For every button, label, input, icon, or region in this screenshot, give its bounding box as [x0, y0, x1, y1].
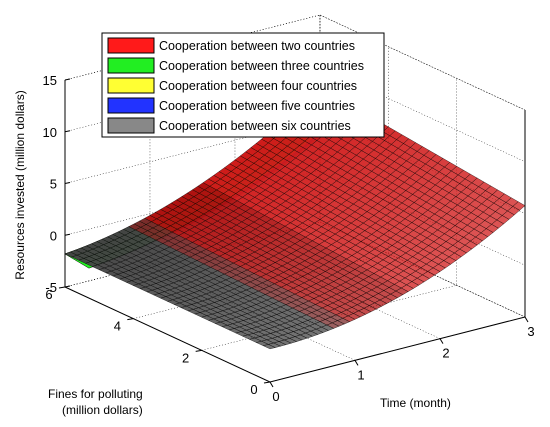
legend-swatch — [107, 37, 155, 54]
legend-swatch — [107, 97, 155, 114]
y-tick-label: 4 — [114, 319, 121, 334]
z-tick — [64, 130, 71, 133]
z-tick-label: -5 — [45, 280, 57, 295]
y-tick-label: 0 — [250, 382, 257, 397]
y-tick — [127, 318, 134, 321]
surface-cell — [512, 201, 526, 211]
z-tick — [64, 233, 71, 236]
x-tick — [354, 360, 359, 366]
gridline-z — [64, 118, 526, 214]
x-tick-label: 2 — [442, 346, 449, 361]
legend-label: Cooperation between three countries — [159, 59, 364, 73]
y-axis-line — [64, 286, 271, 383]
z-axis-label: Resources invested (million dollars) — [13, 90, 27, 279]
x-tick — [439, 338, 444, 344]
y-axis-label-line1: Fines for polluting — [48, 387, 143, 401]
x-tick-label: 3 — [527, 324, 534, 339]
legend-label: Cooperation between two countries — [159, 39, 355, 53]
x-tick-label: 1 — [357, 367, 364, 382]
legend-label: Cooperation between five countries — [159, 99, 355, 113]
surface-mesh — [64, 87, 526, 350]
legend-label: Cooperation between six countries — [159, 119, 351, 133]
ticks: -5 0 5 10 15 0 1 2 3 0 2 4 6 — [43, 73, 535, 404]
z-tick-label: 0 — [50, 228, 57, 243]
legend-items: Cooperation between two countries Coopera… — [107, 37, 364, 134]
legend: Cooperation between two countries Coopera… — [101, 32, 385, 138]
z-tick — [64, 182, 71, 185]
y-tick-label: 2 — [182, 350, 189, 365]
y-axis-label-line2: (million dollars) — [62, 403, 143, 417]
x-axis-line — [269, 316, 526, 383]
z-tick-label: 15 — [43, 73, 57, 88]
front-axes — [64, 286, 526, 383]
y-tick — [195, 349, 202, 352]
x-axis-label: Time (month) — [380, 396, 451, 410]
y-tick — [263, 381, 271, 384]
legend-swatch — [107, 117, 155, 134]
x-tick — [269, 381, 274, 388]
legend-swatch — [107, 57, 155, 74]
legend-label: Cooperation between four countries — [159, 79, 357, 93]
z-tick — [64, 78, 71, 81]
z-tick-label: 5 — [50, 177, 57, 192]
x-tick — [524, 316, 529, 323]
y-tick-label: 6 — [45, 287, 52, 302]
x-tick-label: 0 — [272, 389, 279, 404]
legend-swatch — [107, 77, 155, 94]
gridline-z — [64, 169, 526, 266]
z-tick — [64, 285, 71, 288]
y-tick — [58, 286, 66, 289]
z-tick-label: 10 — [43, 125, 57, 140]
